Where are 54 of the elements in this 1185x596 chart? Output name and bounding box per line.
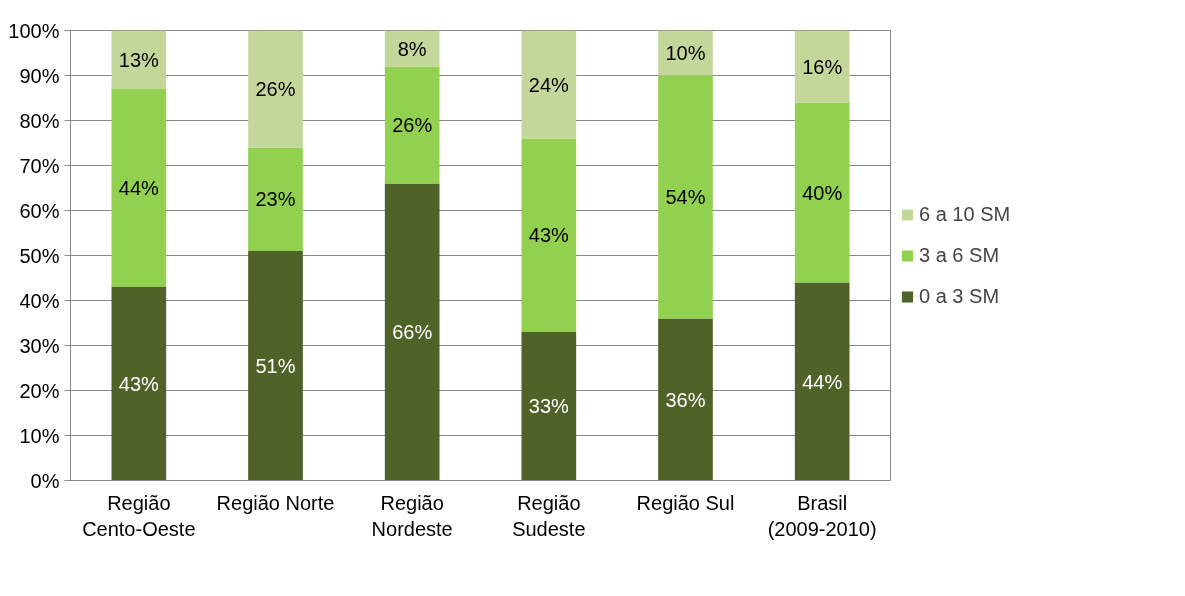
legend-label: 0 a 3 SM [919, 284, 1000, 308]
bar [111, 30, 167, 89]
bar [384, 66, 440, 184]
bar [658, 75, 713, 319]
data-label: 44% [802, 370, 843, 393]
data-label: 36% [665, 388, 706, 411]
bar [111, 287, 167, 481]
y-tick-label: 10% [19, 424, 60, 447]
data-label: 26% [392, 114, 433, 136]
data-label: 44% [118, 177, 160, 199]
y-tick-label: 60% [19, 199, 60, 222]
y-tick-label: 50% [19, 244, 60, 267]
bar [658, 318, 713, 481]
bar [248, 251, 303, 481]
y-tick-label: 90% [19, 64, 60, 87]
data-label: 26% [255, 78, 296, 100]
data-label: 43% [528, 224, 570, 247]
bar [521, 30, 577, 139]
legend-label: 6 a 10 SM [919, 202, 1011, 226]
y-tick-label: 100% [8, 19, 60, 42]
x-tick-label: Região Norte [216, 491, 335, 514]
y-tick-label: 70% [19, 154, 60, 177]
data-label: 10% [665, 42, 706, 64]
y-tick-label: 80% [19, 109, 60, 132]
legend-label: 3 a 6 SM [919, 243, 1000, 267]
y-tick-label: 30% [19, 334, 60, 357]
bar [521, 332, 577, 481]
data-label: 66% [392, 321, 433, 343]
y-tick-label: 40% [19, 289, 60, 312]
data-label: 43% [118, 372, 160, 395]
x-tick-label: Região Sudeste [512, 491, 586, 540]
data-label: 54% [665, 186, 706, 208]
x-tick-label: Região Sul [636, 491, 735, 514]
x-tick-label: Região Nordeste [371, 491, 453, 540]
data-label: 40% [802, 181, 843, 204]
bar [248, 147, 303, 251]
bar [248, 30, 303, 148]
data-label: 33% [528, 395, 570, 418]
data-label: 24% [528, 73, 570, 96]
y-tick-label: 20% [19, 379, 60, 402]
bar [794, 282, 850, 481]
data-label: 23% [255, 188, 296, 211]
y-tick-label: 0% [30, 469, 60, 492]
data-label: 51% [255, 354, 296, 377]
bar [111, 89, 167, 287]
bar [794, 102, 850, 283]
data-label: 16% [802, 55, 843, 78]
data-label: 8% [397, 37, 427, 60]
data-label: 13% [118, 48, 160, 71]
bar [521, 138, 577, 332]
x-tick-label: Brasil (2009-2010) [767, 491, 877, 540]
bar [384, 183, 440, 481]
x-tick-label: Região Cento-Oeste [82, 491, 196, 540]
bar [794, 30, 850, 103]
